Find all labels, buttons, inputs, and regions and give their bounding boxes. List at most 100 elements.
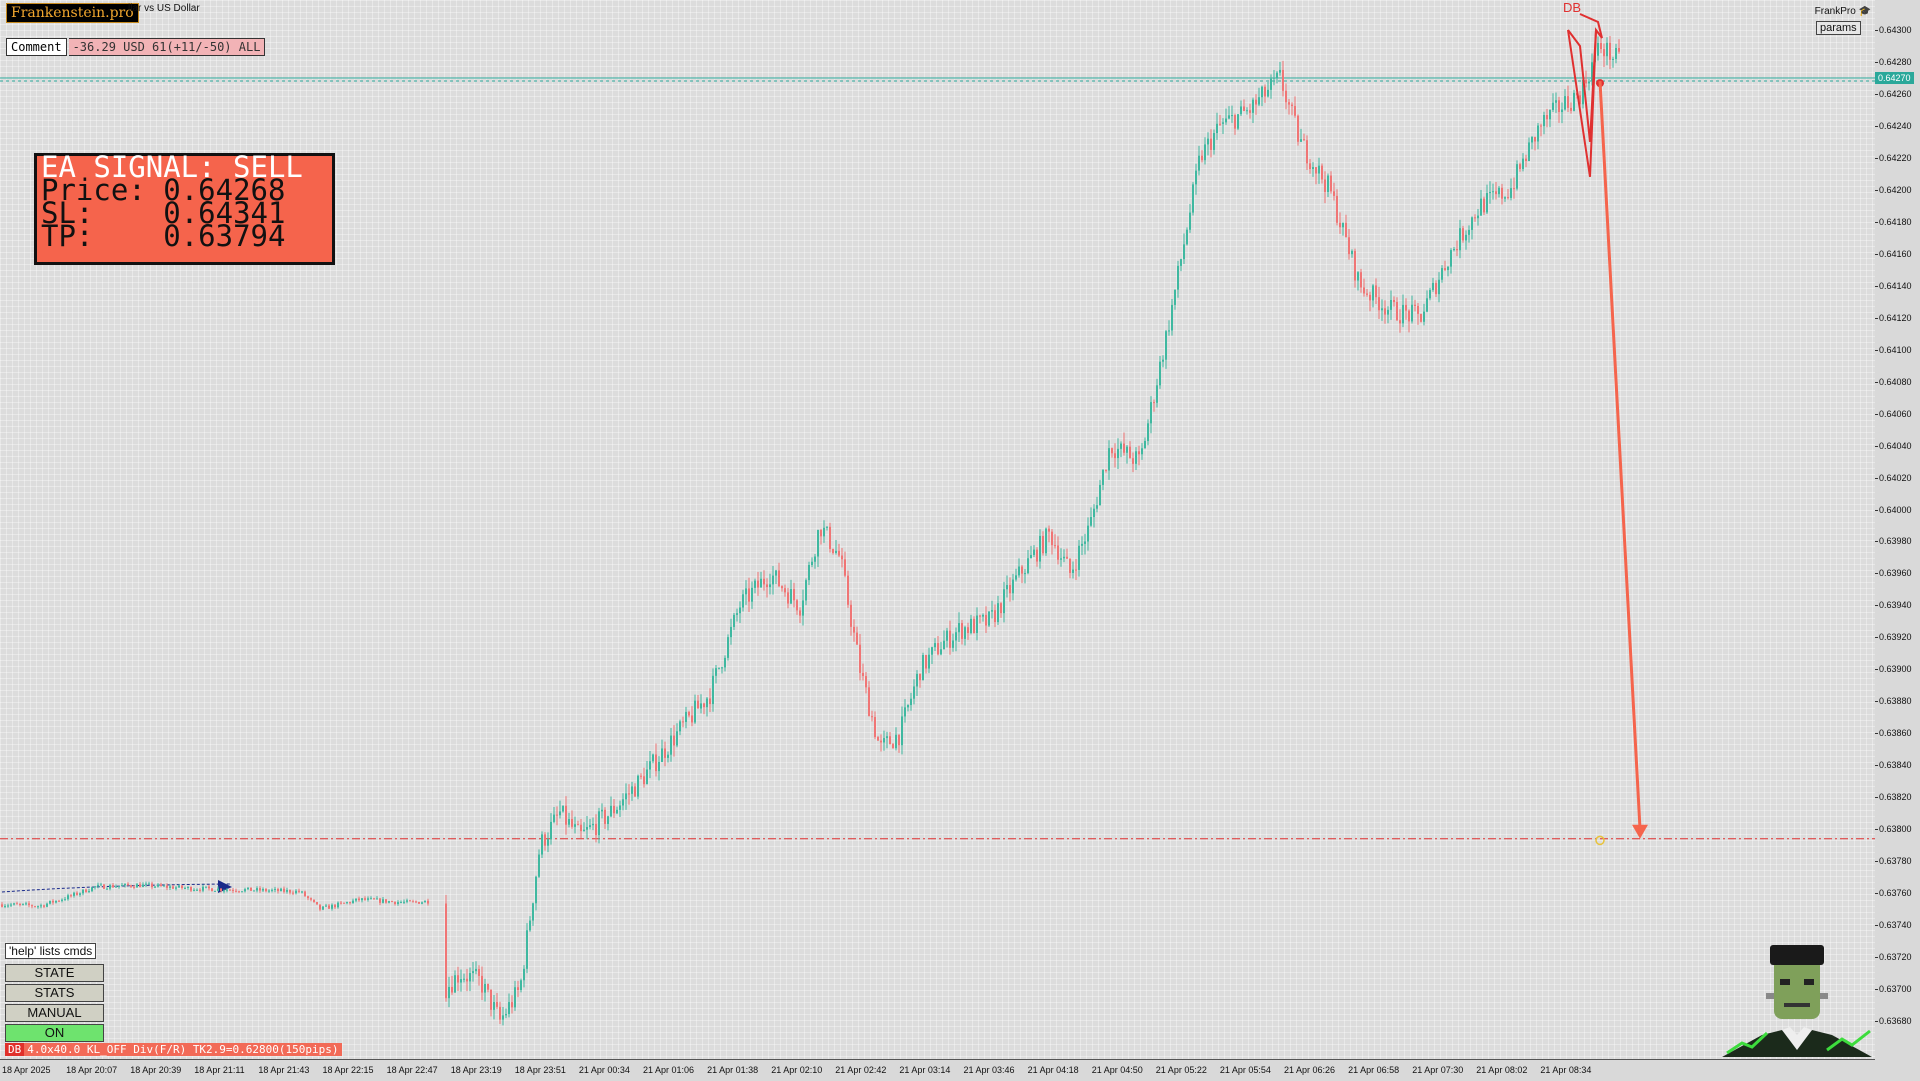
candle-body <box>280 888 282 892</box>
candle-body <box>316 902 318 905</box>
candle-body <box>85 889 87 893</box>
candle-body <box>991 610 993 612</box>
candle-body <box>508 1002 510 1015</box>
candle-body <box>1591 62 1593 82</box>
state-button[interactable]: STATE <box>5 964 104 982</box>
time-tick-label: 21 Apr 05:54 <box>1219 1065 1271 1075</box>
signal-price-row: Price: 0.64268 <box>37 176 332 205</box>
candle-body <box>715 668 717 676</box>
price-tick-label: 0.63820 <box>1875 792 1912 803</box>
time-tick-label: 21 Apr 08:34 <box>1540 1065 1592 1075</box>
candle-body <box>907 705 909 708</box>
candle-body <box>1156 385 1158 403</box>
candle-body <box>142 884 144 888</box>
stats-button[interactable]: STATS <box>5 984 104 1002</box>
time-axis[interactable]: 18 Apr 2025 18 Apr 20:07 18 Apr 20:39 18 Ap… <box>0 1059 1875 1081</box>
candle-body <box>1246 110 1248 112</box>
price-axis[interactable]: 0.64300 0.64280 0.64260 0.64240 0.64220 0.642… <box>1875 0 1920 1059</box>
candle-body <box>136 884 138 888</box>
candle-body <box>910 698 912 706</box>
candle-body <box>22 903 24 905</box>
params-button[interactable]: params <box>1816 21 1861 35</box>
candle-body <box>856 632 858 645</box>
candle-body <box>1339 222 1341 228</box>
signal-tp-label: TP: <box>41 219 94 253</box>
candle-body <box>1192 184 1194 213</box>
candle-body <box>469 973 471 982</box>
candle-body <box>1027 558 1029 574</box>
candle-body <box>79 893 81 895</box>
candle-body <box>1318 165 1320 174</box>
candle-body <box>1486 193 1488 213</box>
candle-body <box>1114 453 1116 459</box>
candle-body <box>190 886 192 891</box>
manual-button[interactable]: MANUAL <box>5 1004 104 1022</box>
candle-body <box>1333 191 1335 196</box>
time-tick-label: 21 Apr 01:38 <box>707 1065 759 1075</box>
price-tick-label: 0.64260 <box>1875 88 1912 99</box>
signal-sl-label: SL: <box>41 196 94 230</box>
candle-body <box>1096 505 1098 509</box>
candle-body <box>1225 118 1227 123</box>
candle-body <box>724 657 726 668</box>
price-tick-label: 0.64000 <box>1875 504 1912 515</box>
candle-body <box>100 884 102 886</box>
candle-body <box>361 898 363 901</box>
candle-body <box>778 570 780 587</box>
candle-body <box>580 824 582 832</box>
candle-body <box>94 886 96 888</box>
candle-body <box>1546 115 1548 120</box>
time-tick-label: 21 Apr 08:02 <box>1476 1065 1528 1075</box>
candle-body <box>415 901 417 903</box>
candle-body <box>163 885 165 887</box>
candle-body <box>772 575 774 585</box>
price-tick-label: 0.64120 <box>1875 312 1912 323</box>
on-toggle-button[interactable]: ON <box>5 1024 104 1042</box>
candle-body <box>352 900 354 904</box>
candle-body <box>1162 359 1164 362</box>
candle-body <box>1582 79 1584 105</box>
price-tick-label: 0.64200 <box>1875 184 1912 195</box>
candle-body <box>1300 139 1302 142</box>
candle-body <box>610 805 612 817</box>
time-tick-label: 21 Apr 01:06 <box>643 1065 695 1075</box>
candle-body <box>823 527 825 537</box>
candle-body <box>1366 293 1368 295</box>
candle-body <box>1234 115 1236 129</box>
candle-body <box>1252 99 1254 113</box>
time-tick-label: 21 Apr 04:50 <box>1091 1065 1143 1075</box>
candle-body <box>1204 144 1206 161</box>
price-chart[interactable]: DB <box>0 0 1875 1059</box>
price-tick-label: 0.64280 <box>1875 56 1912 67</box>
candle-body <box>1426 298 1428 312</box>
candle-body <box>493 1002 495 1010</box>
candle-body <box>169 886 171 888</box>
candle-body <box>175 887 177 889</box>
candle-body <box>634 786 636 797</box>
candle-body <box>793 589 795 601</box>
candle-body <box>1558 100 1560 113</box>
candle-body <box>193 889 195 891</box>
candle-body <box>34 906 36 908</box>
candle-body <box>931 647 933 655</box>
candle-body <box>1273 77 1275 79</box>
candle-body <box>178 885 180 888</box>
candle-body <box>1108 448 1110 471</box>
candle-body <box>622 799 624 806</box>
candle-body <box>1417 305 1419 314</box>
candle-body <box>1564 96 1566 110</box>
candle-body <box>853 626 855 633</box>
candle-body <box>28 903 30 906</box>
candle-body <box>343 902 345 904</box>
candle-body <box>475 968 477 972</box>
candle-body <box>976 615 978 634</box>
candle-body <box>325 905 327 907</box>
candle-body <box>73 892 75 896</box>
candle-body <box>574 824 576 827</box>
candle-body <box>1279 69 1281 73</box>
candle-body <box>787 592 789 604</box>
candle-body <box>133 886 135 888</box>
candle-body <box>199 889 201 891</box>
candle-body <box>1270 78 1272 90</box>
candle-body <box>1231 115 1233 117</box>
